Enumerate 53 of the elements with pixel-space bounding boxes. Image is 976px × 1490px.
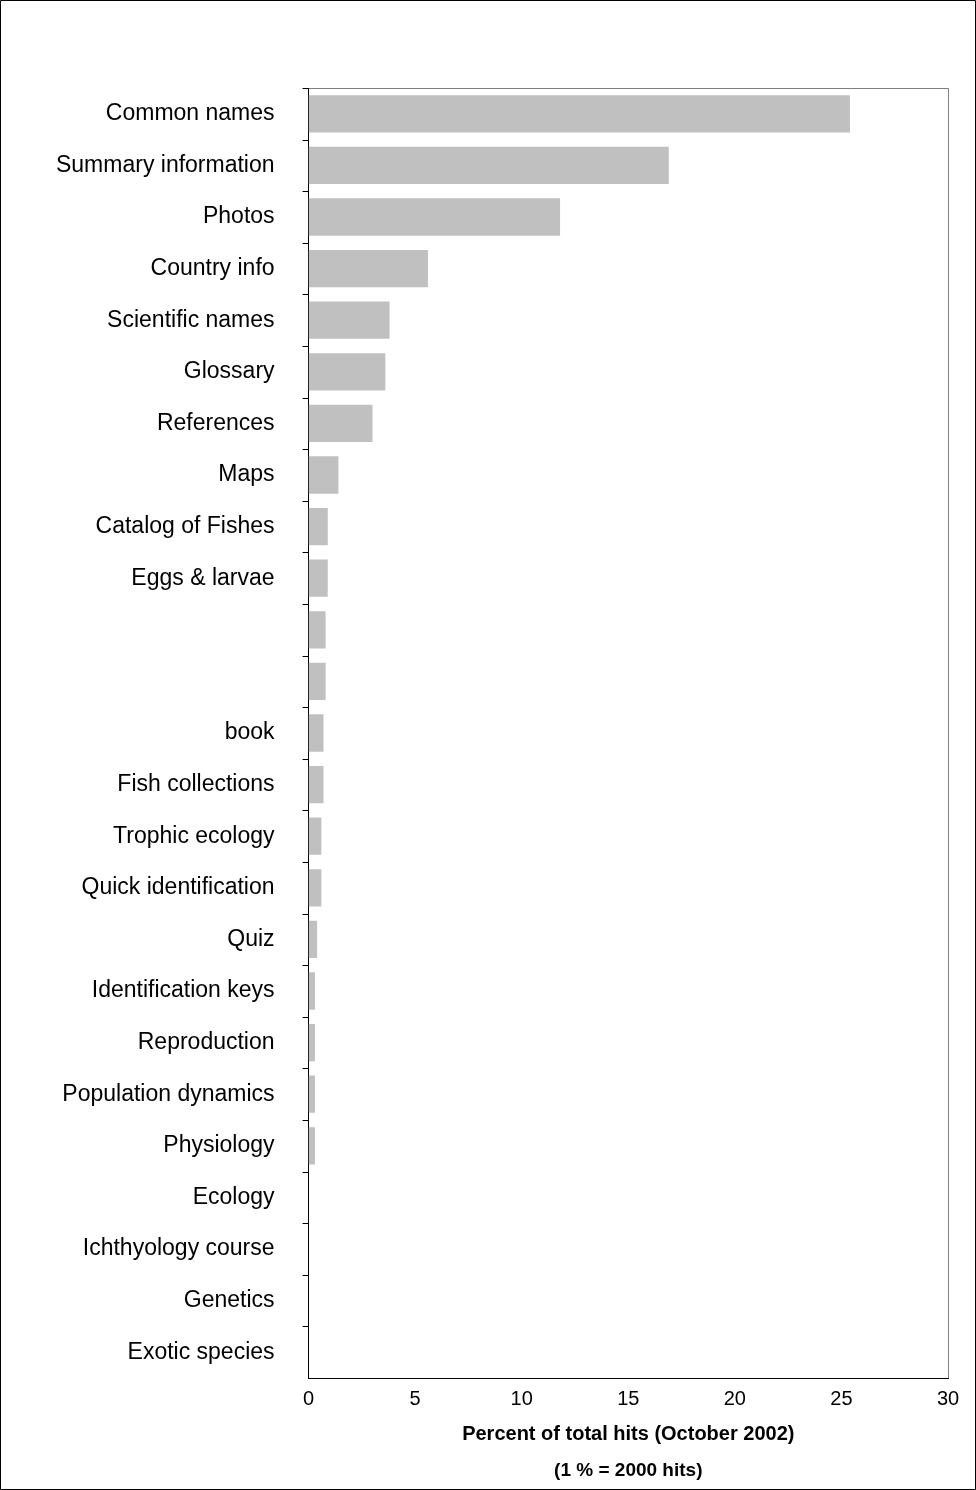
y-tick-label: Ecology (192, 1182, 276, 1209)
bar (308, 714, 324, 752)
y-tick-label: Summary information (55, 150, 275, 177)
y-tick-label: Population dynamics (62, 1079, 275, 1106)
y-tick-label: References (156, 408, 275, 435)
bar (308, 972, 315, 1010)
x-tick-label: 30 (936, 1386, 960, 1409)
text: (1 % = 2000 hits) (554, 1459, 703, 1480)
x-tick-label: 5 (409, 1386, 421, 1409)
bar (308, 353, 386, 391)
y-tick-label: Genetics (183, 1285, 275, 1312)
y-tick-label: Scientific names (107, 305, 275, 332)
bar (308, 95, 850, 133)
bar (308, 198, 561, 236)
bar (308, 559, 328, 597)
y-tick-label: Quick identification (81, 873, 275, 900)
y-tick-label: Trophic ecology (113, 821, 276, 848)
x-tick-label: 10 (510, 1386, 533, 1409)
bar (308, 920, 318, 959)
x-tick-label: 25 (830, 1386, 853, 1409)
bar (308, 662, 326, 701)
bar (308, 765, 324, 804)
y-tick-label: Photos (202, 202, 275, 229)
bar (308, 507, 328, 546)
y-tick-label: Reproduction (137, 1027, 275, 1054)
y-tick-label: Glossary (183, 357, 276, 384)
y-tick-label: Quiz (227, 924, 275, 951)
bar (308, 1023, 315, 1062)
y-tick-label: Physiology (163, 1131, 276, 1158)
y-tick-label: Catalog of Fishes (95, 511, 275, 538)
bar (308, 817, 322, 855)
bar (308, 404, 373, 443)
y-tick-label: Maps (218, 460, 275, 487)
x-tick-label: 15 (617, 1386, 640, 1409)
y-tick-label: Country info (150, 253, 275, 280)
y-tick-label: Common names (105, 99, 275, 126)
x-tick-label: 20 (723, 1386, 746, 1409)
bar (308, 611, 326, 649)
bar (308, 1075, 315, 1113)
y-tick-label: Fish collections (117, 769, 275, 796)
x-axis-title: Percent of total hits (October 2002) (462, 1421, 795, 1444)
y-tick-label: book (224, 718, 276, 745)
bar (308, 249, 428, 288)
y-tick-label: Identification keys (91, 976, 275, 1003)
y-tick-label: Ichthyology course (82, 1234, 275, 1261)
bar (308, 456, 339, 494)
y-tick-label: Eggs & larvae (131, 563, 275, 590)
bar (308, 1127, 315, 1165)
bar (308, 869, 322, 907)
bar (308, 301, 390, 339)
bar (308, 146, 669, 185)
y-tick-label: Exotic species (127, 1337, 275, 1364)
x-tick-label: 0 (303, 1386, 315, 1409)
